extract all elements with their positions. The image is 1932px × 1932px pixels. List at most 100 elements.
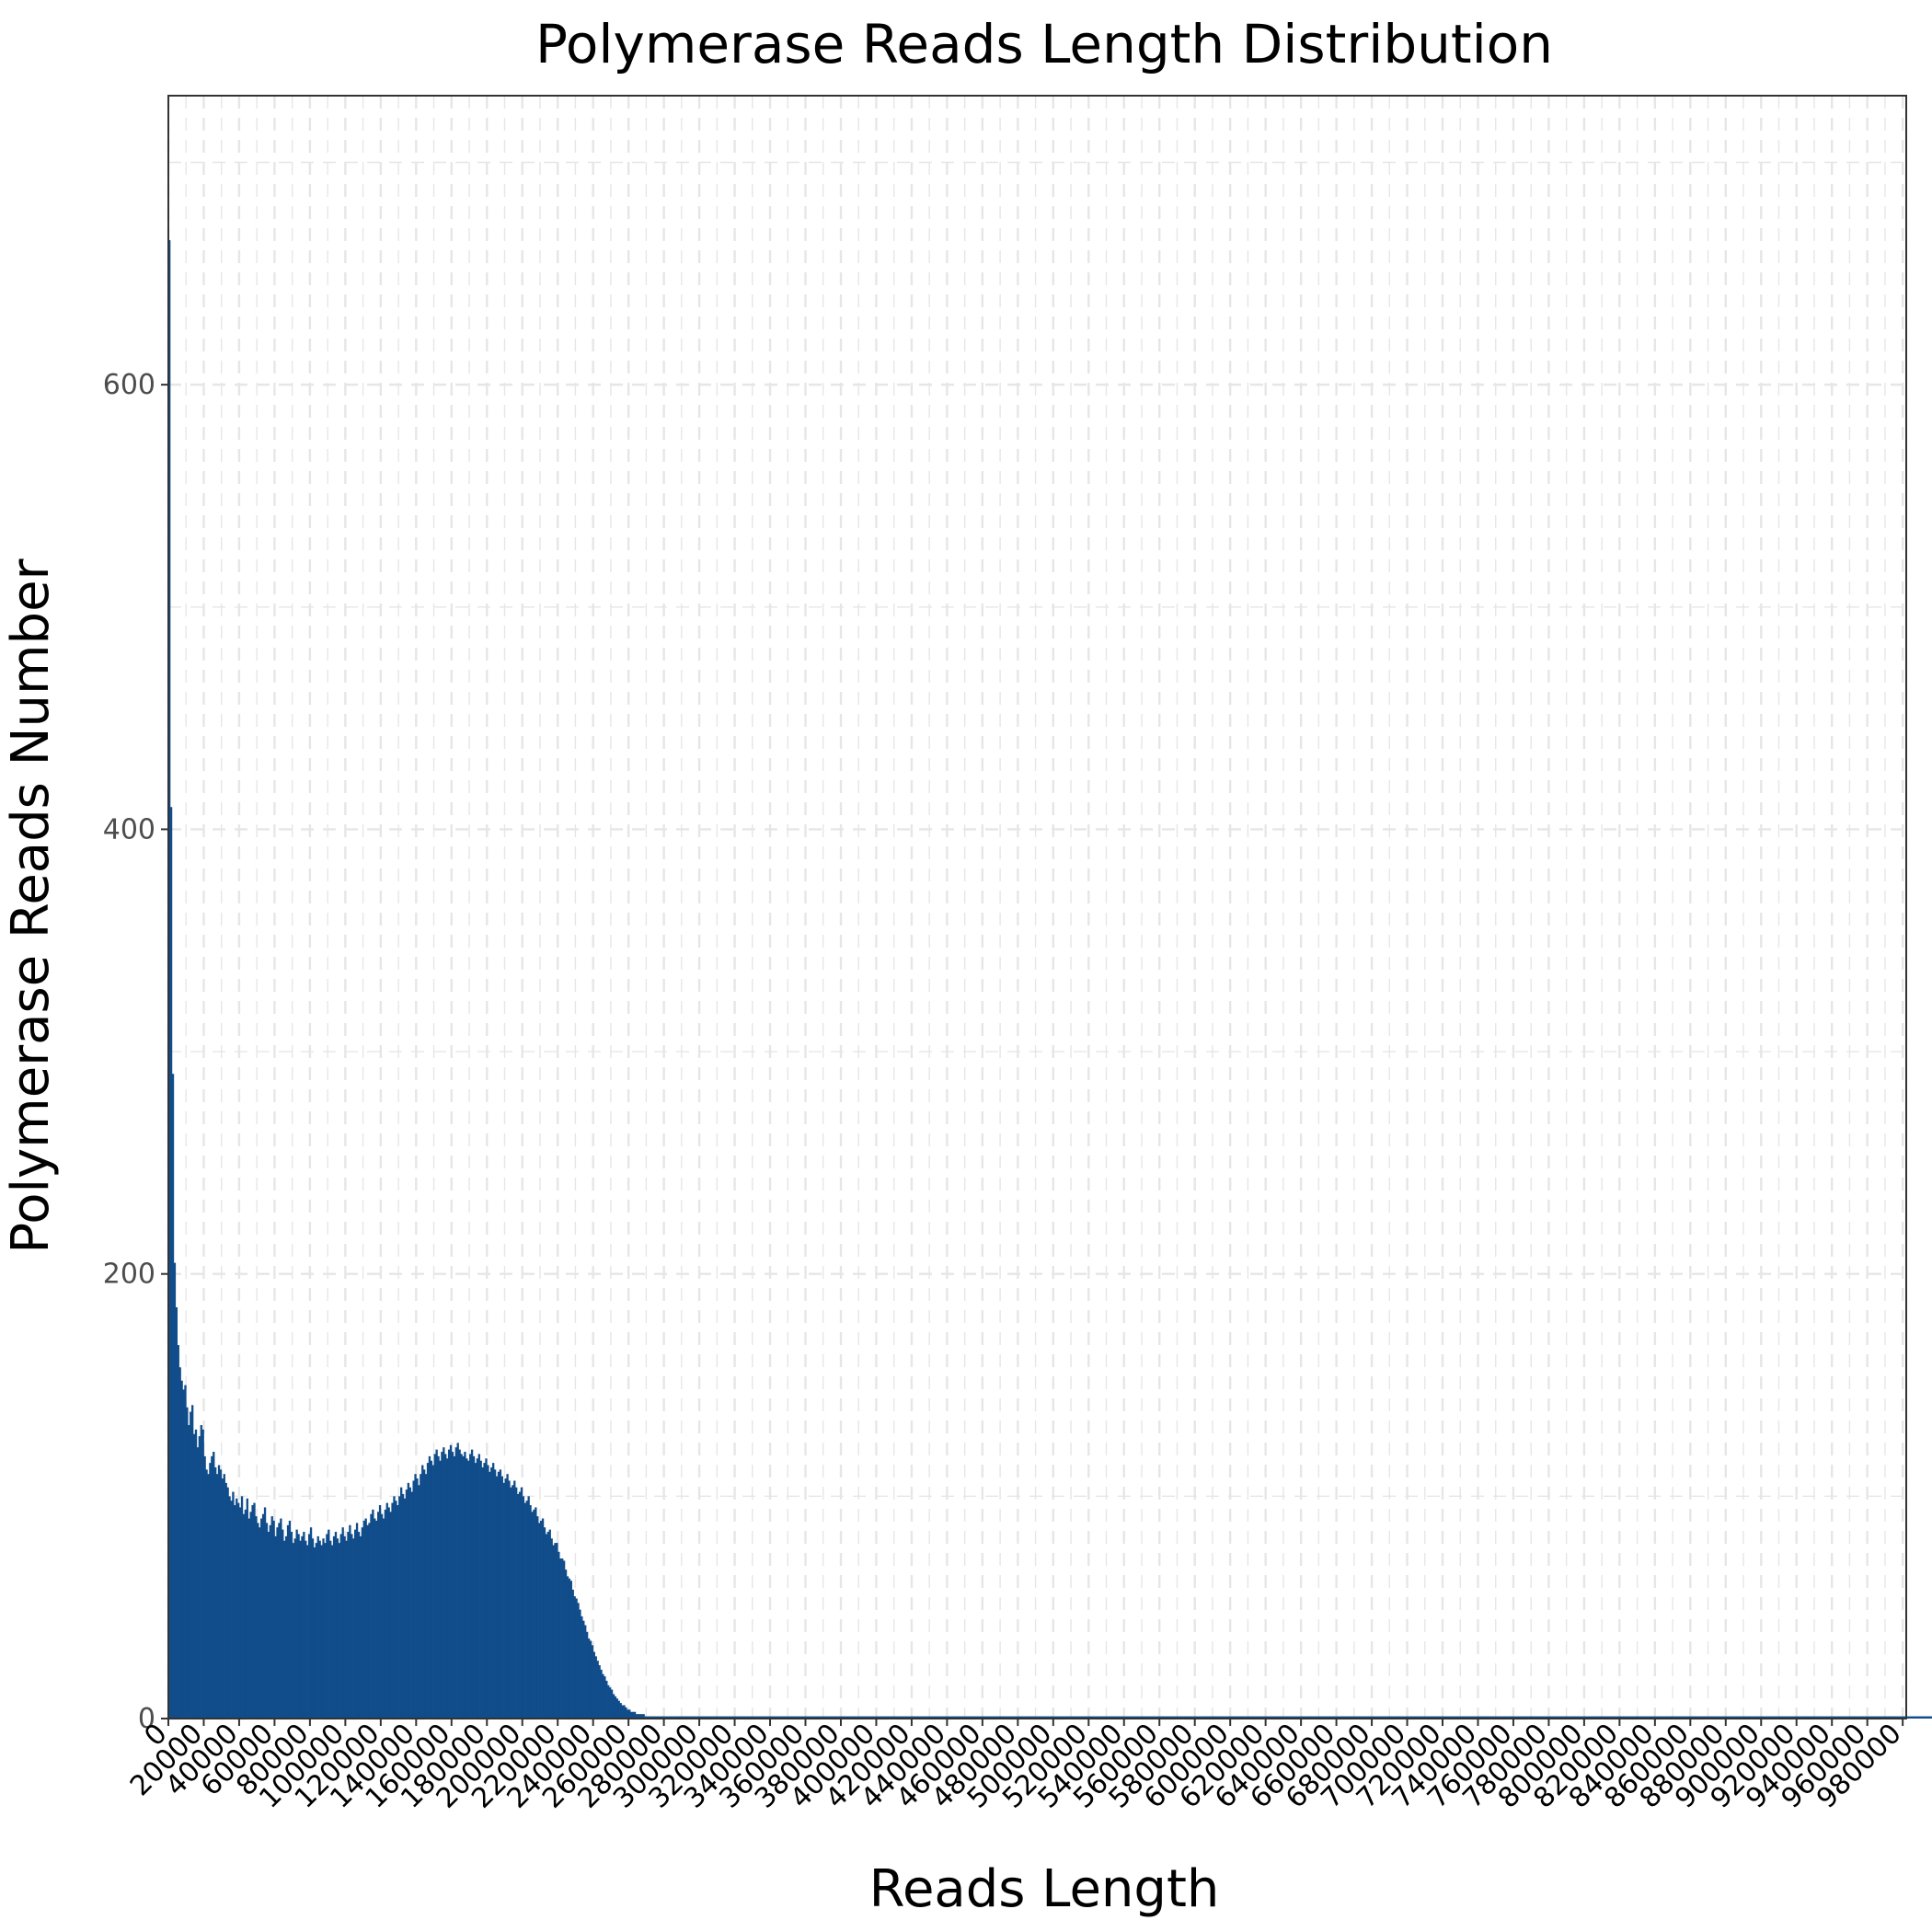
histogram-bar [945,1716,948,1719]
histogram-bar [1547,1716,1549,1719]
histogram-bar [863,1716,867,1719]
histogram-bar [1123,1716,1127,1719]
histogram-bar [472,1455,476,1719]
histogram-bar [1196,1716,1199,1719]
histogram-bar [717,1716,719,1719]
histogram-bar [1895,1716,1898,1719]
histogram-bar [970,1716,972,1719]
histogram-bar [960,1716,964,1719]
histogram-bar [1702,1716,1706,1719]
histogram-bar [1211,1716,1213,1719]
histogram-bar [952,1716,955,1719]
histogram-bar [1065,1716,1068,1719]
histogram-bar [382,1518,385,1719]
histogram-bar [855,1716,857,1719]
histogram-bar [1341,1716,1344,1719]
histogram-bar [516,1493,520,1719]
histogram-bar [1432,1716,1434,1719]
histogram-bar [242,1513,246,1719]
histogram-bar [562,1560,566,1719]
histogram-bar [247,1518,250,1719]
histogram-bar [587,1639,591,1719]
histogram-bar [1464,1716,1466,1719]
histogram-bar [763,1716,765,1719]
histogram-bar [876,1716,879,1719]
histogram-bar [1410,1716,1413,1719]
histogram-bar [1920,1716,1923,1719]
histogram-bar [683,1716,686,1719]
histogram-bar [1865,1716,1869,1719]
histogram-bar [766,1716,769,1719]
histogram-bar [190,1411,192,1719]
histogram-bar [520,1487,523,1719]
histogram-bar [839,1716,842,1719]
histogram-bar [1456,1716,1459,1719]
histogram-bar [1284,1716,1288,1719]
histogram-bar [269,1524,271,1719]
histogram-bar [909,1716,913,1719]
histogram-bar [315,1543,317,1719]
histogram-bar [430,1460,433,1719]
histogram-bar [1018,1716,1020,1719]
histogram-bar [326,1534,328,1719]
histogram-bar [1571,1716,1574,1719]
histogram-bar [642,1714,645,1719]
histogram-bar [1832,1716,1834,1719]
histogram-bar [732,1716,735,1719]
histogram-bar [533,1509,535,1719]
histogram-bar [355,1523,359,1719]
histogram-bar [1738,1716,1741,1719]
histogram-bar [1826,1716,1829,1719]
histogram-bar [1851,1716,1854,1719]
histogram-bar [1807,1716,1810,1719]
histogram-bar [194,1429,198,1719]
histogram-bar [219,1469,223,1719]
histogram-bar [1387,1716,1390,1719]
y-tick-label: 200 [103,1259,155,1291]
histogram-bar [316,1535,319,1719]
histogram-bar [1886,1716,1890,1719]
histogram-bar [1796,1716,1800,1719]
histogram-bar [1499,1716,1501,1719]
histogram-bar [1330,1716,1334,1719]
histogram-bar [1585,1716,1589,1719]
histogram-bar [1092,1716,1095,1719]
histogram-bar [780,1716,783,1719]
histogram-bar [552,1545,555,1719]
histogram-bar [1907,1716,1911,1719]
histogram-bar [791,1716,794,1719]
histogram-bar [1560,1716,1564,1719]
histogram-bar [819,1716,822,1719]
histogram-bar [286,1524,290,1719]
histogram-bar [1280,1716,1282,1719]
histogram-bar [983,1716,987,1719]
histogram-bar [980,1716,983,1719]
histogram-bar [410,1491,413,1719]
histogram-bar [1297,1716,1300,1719]
histogram-bar [816,1716,819,1719]
histogram-bar [1165,1716,1167,1719]
histogram-bar [336,1538,339,1719]
histogram-bar [694,1716,696,1719]
histogram-bar [579,1609,581,1719]
histogram-bar [1095,1716,1098,1719]
histogram-bar [1010,1716,1013,1719]
histogram-bar [1215,1716,1219,1719]
histogram-bar [1497,1716,1500,1719]
histogram-bar [1090,1716,1093,1719]
histogram-bar [1504,1716,1507,1719]
histogram-bar [832,1716,834,1719]
histogram-bar [283,1540,286,1719]
histogram-bar [1512,1716,1514,1719]
histogram-bar [1821,1716,1823,1719]
histogram-bar [704,1716,707,1719]
histogram-bar [1226,1716,1229,1719]
histogram-bar [635,1714,638,1719]
histogram-bar [1180,1716,1183,1719]
histogram-bar [1366,1716,1369,1719]
histogram-bar [692,1716,695,1719]
histogram-bar [817,1716,821,1719]
histogram-bar [1537,1716,1541,1719]
histogram-bar [228,1496,231,1719]
histogram-bar [847,1716,850,1719]
